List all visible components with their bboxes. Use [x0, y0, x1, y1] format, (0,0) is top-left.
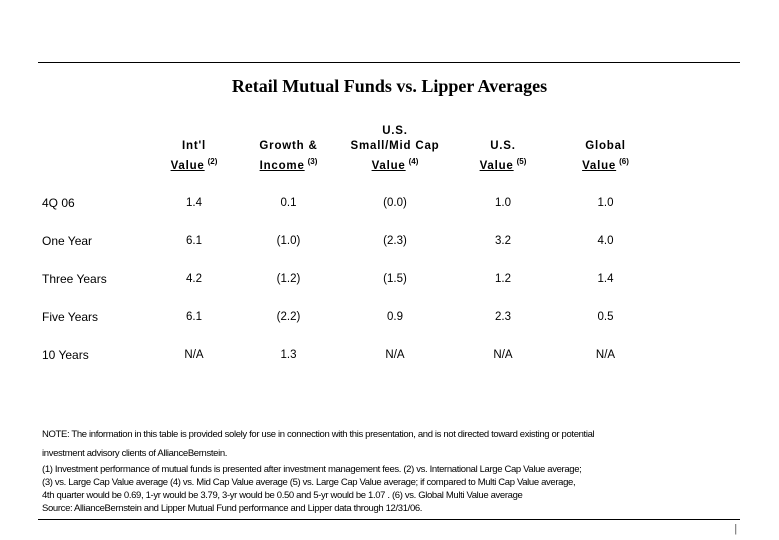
table-cell: (2.2) [276, 311, 301, 323]
table-cell: 0.5 [597, 311, 614, 323]
table-cell: (2.3) [383, 235, 407, 247]
page-number-mark: | [734, 521, 737, 535]
footnote-ref: (2) [207, 157, 218, 167]
table-cell: 1.0 [495, 197, 511, 209]
footnote-line: (3) vs. Large Cap Value average (4) vs. … [42, 477, 576, 488]
table-cell: 4.0 [597, 235, 614, 247]
table-cell: 6.1 [186, 311, 202, 323]
page-title: Retail Mutual Funds vs. Lipper Averages [231, 76, 548, 96]
table-cell: N/A [385, 349, 405, 361]
table-cell: 0.9 [387, 311, 403, 323]
header-line: Value (4) [337, 154, 453, 174]
table-cell: N/A [595, 349, 616, 361]
header-underlined-word: Income [259, 160, 305, 172]
header-line: Income (3) [240, 154, 337, 174]
table-cell: 1.4 [186, 197, 202, 209]
top-divider [38, 62, 740, 63]
table-cell: (1.0) [276, 235, 301, 247]
footnote-ref: (3) [307, 157, 318, 167]
column-header-intl-value: Int'l Value (2) [148, 139, 240, 174]
row-label: 10 Years [42, 348, 89, 362]
row-label: Five Years [42, 310, 99, 324]
footnote-line: 4th quarter would be 0.69, 1-yr would be… [42, 490, 523, 501]
bottom-divider [38, 519, 740, 520]
row-label: Three Years [42, 272, 107, 286]
header-line: Value (2) [148, 154, 240, 174]
table-cell: 1.3 [280, 349, 297, 361]
footnote-ref: (6) [619, 157, 629, 167]
footnote-line: Source: AllianceBernstein and Lipper Mut… [42, 503, 423, 514]
header-underlined-word: Value [582, 160, 617, 172]
column-header-us-value: U.S. Value (5) [453, 139, 553, 174]
table-cell: 0.1 [280, 197, 297, 209]
table-cell: 3.2 [495, 235, 511, 247]
header-underlined-word: Value [170, 160, 205, 172]
header-line: Int'l [182, 140, 206, 153]
table-row: Three Years 4.2 (1.2) (1.5) 1.2 1.4 [42, 260, 658, 298]
row-label: One Year [42, 234, 93, 248]
table-row: Five Years 6.1 (2.2) 0.9 2.3 0.5 [42, 298, 658, 336]
column-header-global-value: Global Value (6) [553, 139, 658, 174]
header-line: U.S. [382, 125, 408, 138]
footnote-ref: (4) [408, 157, 419, 167]
footnote-line: (1) Investment performance of mutual fun… [42, 464, 582, 475]
header-underlined-word: Value [479, 160, 514, 172]
table-cell: N/A [184, 349, 204, 361]
column-header-us-smallmid-value: U.S. Small/Mid Cap Value (4) [337, 124, 453, 174]
table-cell: 2.3 [495, 311, 511, 323]
row-label: 4Q 06 [42, 196, 75, 210]
footnote-line: NOTE: The information in this table is p… [42, 429, 595, 440]
column-header-growth-income: Growth & Income (3) [240, 139, 337, 174]
table-cell: N/A [493, 349, 513, 361]
footnote-line: investment advisory clients of AllianceB… [42, 448, 228, 459]
table-header-row: Int'l Value (2) Growth & Income (3) U.S. S… [42, 112, 658, 174]
header-line: Growth & [259, 140, 318, 153]
header-line: Small/Mid Cap [350, 140, 440, 153]
table-row: 10 Years N/A 1.3 N/A N/A N/A [42, 336, 658, 374]
header-line: U.S. [490, 140, 516, 153]
header-underlined-word: Value [371, 160, 406, 172]
table-cell: 1.4 [597, 273, 614, 285]
header-line: Global [585, 140, 626, 153]
performance-table: Int'l Value (2) Growth & Income (3) U.S. S… [42, 112, 658, 374]
table-row: 4Q 06 1.4 0.1 (0.0) 1.0 1.0 [42, 184, 658, 222]
header-line: Value (6) [553, 154, 658, 174]
footnote-ref: (5) [516, 157, 527, 167]
table-cell: 4.2 [186, 273, 202, 285]
table-cell: (1.5) [383, 273, 407, 285]
table-cell: (0.0) [383, 197, 407, 209]
table-cell: 6.1 [186, 235, 202, 247]
header-line: Value (5) [453, 154, 553, 174]
table-cell: 1.0 [597, 197, 614, 209]
table-row: One Year 6.1 (1.0) (2.3) 3.2 4.0 [42, 222, 658, 260]
table-cell: (1.2) [276, 273, 301, 285]
table-cell: 1.2 [495, 273, 511, 285]
footnotes-block: NOTE: The information in this table is p… [42, 428, 595, 515]
